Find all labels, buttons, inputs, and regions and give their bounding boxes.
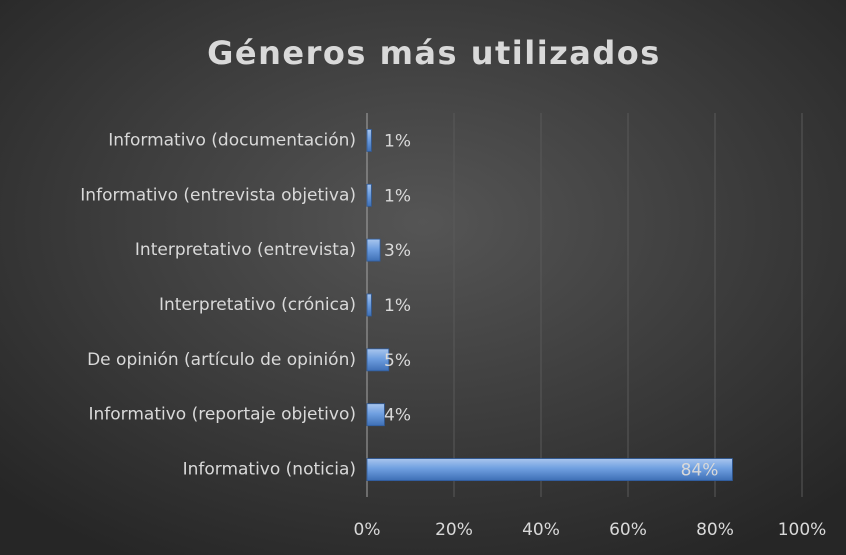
bar <box>366 238 381 262</box>
data-label: 3% <box>384 241 411 261</box>
bar <box>366 129 372 152</box>
y-tick-label: Interpretativo (entrevista) <box>135 240 356 260</box>
x-tick-label: 40% <box>522 520 560 540</box>
y-tick-label: Informativo (entrevista objetiva) <box>80 185 356 205</box>
x-tick-label: 100% <box>778 520 827 540</box>
data-label: 5% <box>384 351 411 371</box>
data-label: 1% <box>384 131 411 151</box>
y-tick-label: Informativo (documentación) <box>108 130 356 150</box>
data-label: 1% <box>384 296 411 316</box>
y-tick-label: Informativo (noticia) <box>183 460 356 480</box>
x-tick-label: 20% <box>435 520 473 540</box>
chart-title: Géneros más utilizados <box>207 34 661 72</box>
bar <box>366 348 390 372</box>
y-tick-label: Informativo (reportaje objetivo) <box>88 405 356 425</box>
x-tick-label: 0% <box>354 520 381 540</box>
data-label: 4% <box>384 406 411 426</box>
data-label: 84% <box>681 461 719 481</box>
y-tick-label: De opinión (artículo de opinión) <box>87 350 356 370</box>
bar <box>366 403 385 427</box>
x-tick-label: 80% <box>696 520 734 540</box>
bar <box>366 183 372 207</box>
x-tick-label: 60% <box>609 520 647 540</box>
data-label: 1% <box>384 186 411 206</box>
bar <box>366 293 372 317</box>
y-tick-label: Interpretativo (crónica) <box>159 295 356 315</box>
bar <box>366 458 733 481</box>
